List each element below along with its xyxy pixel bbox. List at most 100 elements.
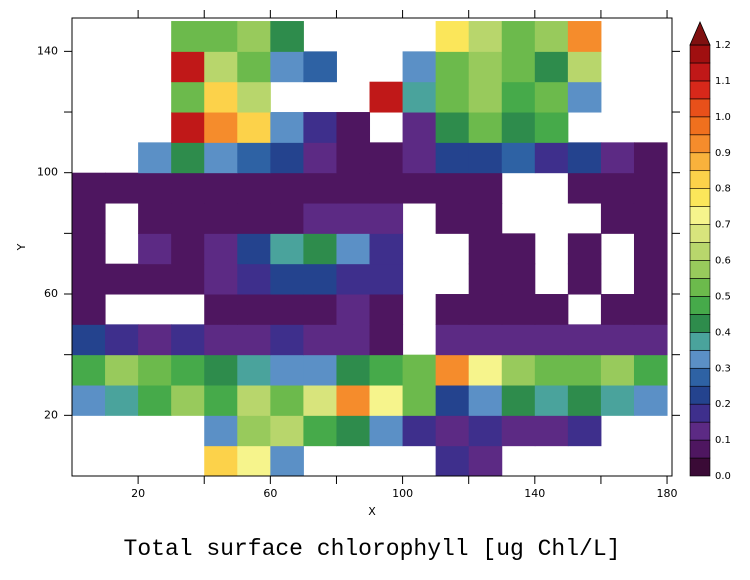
heatmap-cell	[303, 112, 337, 143]
heatmap-cell	[468, 415, 503, 447]
heatmap-cell	[402, 112, 437, 143]
heatmap-cell	[138, 324, 172, 356]
heatmap-cell	[204, 21, 238, 52]
heatmap-cell	[303, 172, 337, 204]
heatmap-cell	[72, 385, 106, 416]
heatmap-cell	[633, 354, 668, 386]
heatmap-cell	[303, 263, 337, 295]
heatmap-cell	[402, 142, 437, 174]
colorbar-tick-label: 1.0	[715, 112, 731, 123]
heatmap-cell	[303, 294, 337, 325]
heatmap-cell	[468, 263, 503, 295]
heatmap-cell	[138, 172, 172, 204]
heatmap-cell	[468, 294, 503, 325]
heatmap-cell	[369, 385, 404, 416]
heatmap-cell	[336, 263, 371, 295]
heatmap-cell	[303, 324, 337, 356]
heatmap-cell	[303, 415, 337, 447]
heatmap-cell	[402, 81, 437, 113]
x-tick-label: 60	[263, 487, 277, 500]
heatmap-cell	[633, 324, 668, 356]
heatmap-cell	[270, 324, 304, 356]
heatmap-cell	[303, 233, 337, 265]
heatmap-cell	[534, 21, 569, 52]
heatmap-cell	[369, 233, 404, 265]
heatmap-cell	[237, 445, 271, 477]
colorbar-tick-label: 0.2	[715, 399, 731, 410]
colorbar-band	[689, 242, 711, 261]
heatmap-cell	[468, 233, 503, 265]
heatmap-cell	[303, 142, 337, 174]
heatmap-cell	[402, 415, 437, 447]
heatmap-cell	[204, 324, 238, 356]
colorbar-band	[689, 260, 711, 279]
heatmap-cell	[336, 233, 371, 265]
heatmap-cell	[336, 324, 371, 356]
heatmap-cell	[336, 385, 371, 416]
heatmap-cell	[534, 294, 569, 325]
heatmap-cell	[204, 81, 238, 113]
heatmap-cell	[468, 203, 503, 234]
heatmap-cell	[600, 172, 635, 204]
heatmap-cell	[237, 81, 271, 113]
colorbar-tick-label: 0.1	[715, 435, 731, 446]
colorbar-band	[689, 403, 711, 423]
colorbar-band	[689, 421, 711, 441]
heatmap-cell	[534, 81, 569, 113]
heatmap-cell	[567, 21, 602, 52]
heatmap-cell	[501, 354, 536, 386]
heatmap-cell	[138, 354, 172, 386]
heatmap-cell	[435, 445, 470, 477]
heatmap-cell	[204, 112, 238, 143]
heatmap-cell	[402, 51, 437, 83]
heatmap-cell	[567, 263, 602, 295]
plot-frame	[71, 17, 673, 477]
heatmap-cell	[402, 354, 437, 386]
colorbar-band	[689, 439, 711, 459]
heatmap-cell	[468, 51, 503, 83]
heatmap-cell	[600, 324, 635, 356]
colorbar-band	[689, 44, 711, 64]
heatmap-cell	[567, 415, 602, 447]
x-tick-label: 140	[524, 487, 545, 500]
heatmap-cell	[105, 324, 139, 356]
y-tick-label: 60	[44, 287, 58, 300]
heatmap-cell	[369, 142, 404, 174]
heatmap-cell	[468, 172, 503, 204]
heatmap-cell	[303, 385, 337, 416]
colorbar-over	[689, 20, 711, 46]
heatmap-cell	[237, 294, 271, 325]
x-tick-label: 180	[657, 487, 678, 500]
heatmap-cell	[270, 385, 304, 416]
heatmap-cell	[138, 203, 172, 234]
heatmap-cell	[270, 112, 304, 143]
heatmap-cell	[237, 385, 271, 416]
heatmap-cell	[468, 445, 503, 477]
heatmap-cell	[600, 294, 635, 325]
heatmap-cell	[435, 172, 470, 204]
heatmap-cell	[237, 142, 271, 174]
heatmap-cell	[105, 172, 139, 204]
heatmap-cell	[633, 263, 668, 295]
heatmap-cell	[501, 263, 536, 295]
heatmap-cell	[72, 172, 106, 204]
heatmap-cell	[435, 21, 470, 52]
heatmap-cell	[237, 233, 271, 265]
y-tick-label: 140	[37, 44, 58, 57]
heatmap-cell	[567, 385, 602, 416]
colorbar-band	[689, 332, 711, 351]
heatmap-cell	[468, 385, 503, 416]
colorbar-band	[689, 98, 711, 118]
heatmap-cell	[270, 172, 304, 204]
heatmap-cell	[435, 81, 470, 113]
heatmap-cell	[105, 385, 139, 416]
heatmap-cell	[567, 324, 602, 356]
heatmap-cell	[105, 354, 139, 386]
colorbar-band	[689, 206, 711, 225]
heatmap-cell	[435, 354, 470, 386]
heatmap-cell	[501, 142, 536, 174]
heatmap-cell	[501, 324, 536, 356]
heatmap-cell	[138, 233, 172, 265]
heatmap-cell	[468, 324, 503, 356]
heatmap-cell	[501, 385, 536, 416]
